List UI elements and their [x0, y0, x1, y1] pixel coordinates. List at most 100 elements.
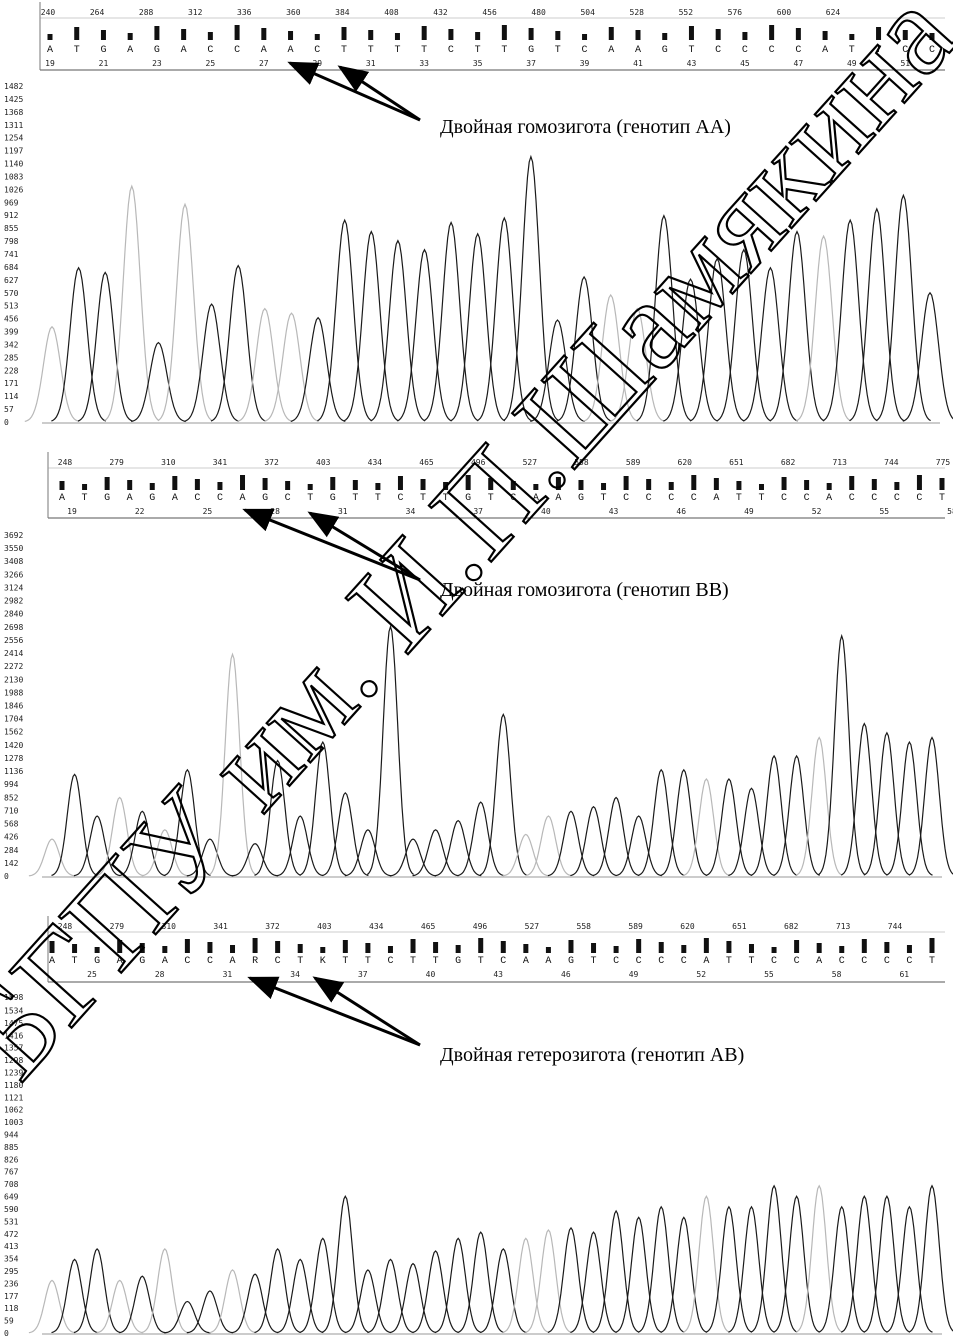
y-tick-label: 2272 — [4, 662, 23, 671]
trace-peak — [450, 232, 506, 422]
trace-peak — [96, 1279, 143, 1334]
base-call: C — [285, 493, 291, 504]
y-tick-label: 684 — [4, 263, 19, 272]
y-tick-label: 1311 — [4, 121, 23, 130]
y-tick-label: 57 — [4, 405, 14, 414]
trace-peak — [840, 722, 888, 876]
base-call: C — [839, 956, 845, 967]
base-call: T — [297, 956, 303, 967]
watermark: БГПУ им. И.П.Шамякина — [0, 0, 953, 1105]
scan-number: 336 — [237, 8, 252, 17]
trace-peak — [412, 829, 459, 877]
base-position: 34 — [290, 970, 300, 979]
base-position: 25 — [87, 970, 97, 979]
trace-peak — [683, 1195, 730, 1333]
trace-peak — [525, 1228, 572, 1333]
quality-bar — [184, 939, 190, 953]
y-tick-label: 1357 — [4, 1044, 23, 1053]
y-tick-label: 1416 — [4, 1031, 23, 1040]
quality-bar — [871, 479, 877, 490]
scan-number: 744 — [884, 458, 899, 467]
trace-peak — [322, 792, 369, 877]
y-tick-label: 399 — [4, 328, 19, 337]
quality-bar — [262, 478, 268, 490]
scan-number: 589 — [628, 922, 643, 931]
base-call: T — [501, 45, 507, 56]
quality-bar — [555, 477, 561, 490]
quality-bar — [822, 31, 828, 40]
base-call: G — [330, 493, 336, 504]
base-position: 43 — [687, 59, 697, 68]
trace-peak — [609, 307, 665, 422]
y-tick-label: 649 — [4, 1193, 19, 1202]
scan-number: 651 — [729, 458, 744, 467]
scan-number: 527 — [523, 458, 538, 467]
trace-peak — [583, 293, 639, 422]
base-call: C — [397, 493, 403, 504]
base-call: A — [635, 45, 641, 56]
base-call: R — [252, 956, 258, 967]
quality-bar — [726, 941, 732, 953]
quality-bar — [149, 483, 155, 490]
arrow — [337, 65, 421, 122]
trace-peak — [547, 810, 595, 877]
base-position: 37 — [473, 507, 483, 516]
quality-bar — [568, 940, 574, 953]
quality-bar — [523, 944, 529, 953]
base-call: C — [771, 956, 777, 967]
y-tick-label: 852 — [4, 793, 19, 802]
quality-bar — [127, 480, 133, 490]
y-tick-label: 456 — [4, 315, 19, 324]
scan-number: 403 — [316, 458, 331, 467]
quality-bar — [240, 475, 246, 490]
base-call: T — [876, 45, 882, 56]
trace-peak — [231, 843, 279, 877]
scan-number: 248 — [58, 922, 73, 931]
scan-number: 528 — [630, 8, 645, 17]
trace-peak — [344, 1269, 392, 1334]
trace-peak — [370, 239, 426, 422]
y-tick-label: 354 — [4, 1255, 19, 1264]
y-tick-label: 513 — [4, 302, 19, 311]
quality-bar — [771, 947, 777, 953]
base-call: C — [636, 956, 642, 967]
trace-peak — [705, 1205, 753, 1333]
y-tick-label: 3408 — [4, 557, 23, 566]
y-tick-label: 1298 — [4, 1056, 23, 1065]
trace-peak — [570, 1231, 617, 1333]
base-call: G — [104, 493, 110, 504]
base-position: 49 — [744, 507, 754, 516]
quality-bar — [849, 476, 855, 490]
trace-peak — [689, 257, 745, 422]
base-position: 37 — [358, 970, 368, 979]
trace-peak — [209, 652, 256, 876]
trace-peak — [389, 1262, 437, 1334]
quality-bar — [758, 484, 764, 490]
y-tick-label: 284 — [4, 846, 19, 855]
arrow — [287, 61, 421, 122]
base-call: C — [804, 493, 810, 504]
annotation: Двойная гомозигота (генотип АА) — [440, 116, 731, 138]
trace-peak — [636, 214, 692, 422]
scan-number: 279 — [109, 458, 124, 467]
quality-bar — [623, 476, 629, 490]
scan-number: 310 — [162, 922, 177, 931]
scan-number: 372 — [265, 922, 280, 931]
quality-bar — [443, 482, 449, 490]
quality-bar — [668, 482, 674, 490]
scan-number: 496 — [473, 922, 488, 931]
trace-peak — [141, 829, 188, 877]
quality-bar — [528, 28, 534, 40]
base-call: T — [74, 45, 80, 56]
trace-peak — [615, 815, 662, 877]
panels: 240 264 288 312 336 360 384 408 432 456 480 504 528 5… — [4, 2, 953, 1338]
base-call: C — [613, 956, 619, 967]
quality-bar — [365, 943, 371, 953]
trace-peak — [344, 829, 392, 877]
y-tick-label: 472 — [4, 1230, 19, 1239]
quality-bar — [82, 484, 88, 490]
y-tick-label: 2982 — [4, 597, 23, 606]
trace-peak — [367, 1258, 414, 1334]
y-tick-label: 1988 — [4, 688, 23, 697]
quality-bar — [591, 943, 597, 953]
